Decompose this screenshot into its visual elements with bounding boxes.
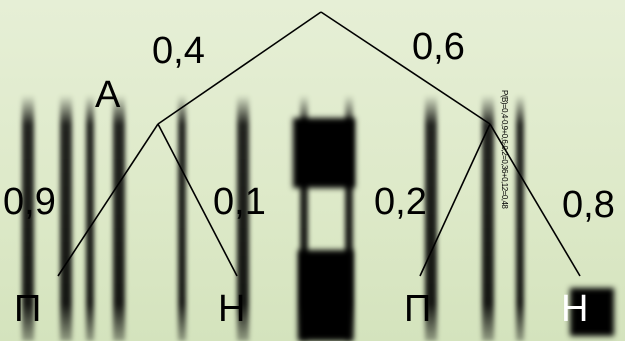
background-artifact (516, 95, 524, 341)
background-artifact (298, 250, 353, 341)
branch-a-to-leaf-2 (157, 123, 238, 277)
background-artifact (293, 118, 355, 188)
branch-root-to-b (320, 11, 491, 125)
background-artifact (345, 95, 353, 341)
prob-a-right: 0,1 (213, 181, 266, 223)
branch-root-to-a (157, 11, 322, 125)
background-artifact (60, 95, 72, 341)
prob-root-right: 0,6 (412, 26, 465, 68)
background-artifact (425, 95, 437, 341)
leaf-1-label: П (14, 288, 42, 330)
node-a-label: А (95, 74, 121, 116)
prob-b-right: 0,8 (562, 184, 615, 226)
leaf-3-label: П (404, 288, 432, 330)
background-artifact (178, 95, 186, 341)
background-artifact (22, 95, 34, 341)
prob-a-left: 0,9 (3, 181, 56, 223)
background-artifact (86, 95, 94, 341)
branch-b-to-leaf-4 (489, 123, 581, 277)
tiny-annotation: P(B)=0,4·0,9+0,6·0,2=0,36+0,12=0,48 (500, 90, 509, 209)
leaf-4-label: Н (561, 288, 589, 330)
background-artifact (570, 288, 614, 336)
prob-root-left: 0,4 (152, 30, 205, 72)
prob-b-left: 0,2 (374, 181, 427, 223)
branch-a-to-leaf-1 (57, 123, 159, 277)
background-artifact (300, 95, 308, 341)
branch-b-to-leaf-3 (419, 123, 491, 277)
background-artifact (113, 95, 125, 341)
leaf-2-label: Н (218, 288, 246, 330)
background-artifact (482, 95, 494, 341)
background-artifact (237, 95, 249, 341)
